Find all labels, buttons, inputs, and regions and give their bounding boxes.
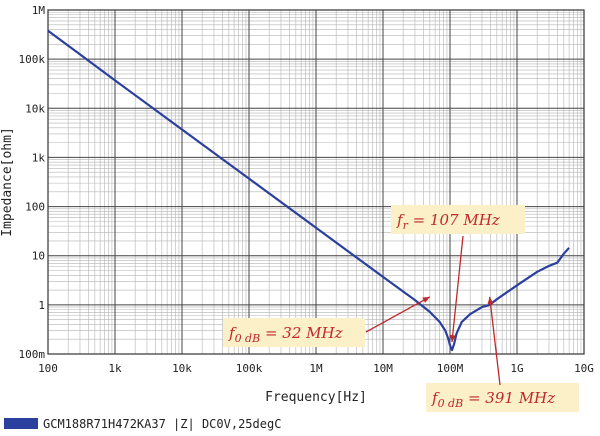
y-tick-label: 100k (19, 53, 46, 66)
impedance-series-line (47, 29, 570, 352)
x-tick-label: 1k (108, 362, 122, 375)
y-tick-label: 100m (19, 348, 46, 361)
annotation-arrow-line (451, 235, 464, 343)
x-tick-label: 100 (38, 362, 58, 375)
series-layer (47, 29, 570, 352)
annotation-layer: fr = 107 MHz f0 dB = 32 MHz f0 dB = 391 MH… (223, 205, 579, 412)
annotation-box (223, 318, 365, 347)
annotation-arrow-head (422, 296, 430, 303)
legend-label: GCM188R71H472KA37 |Z| DC0V,25degC (43, 417, 281, 431)
annotation-arrow-head (487, 296, 494, 305)
y-tick-label: 1k (32, 151, 46, 164)
x-tick-label: 1G (510, 362, 523, 375)
y-axis-title: Impedance[ohm] (0, 127, 15, 237)
y-tick-label: 10k (25, 102, 45, 115)
annotation-arrow-head (449, 334, 456, 343)
y-tick-label: 100 (25, 201, 45, 214)
x-tick-label: 100M (437, 362, 464, 375)
annotation-arrow-line (489, 296, 501, 386)
y-tick-label: 1M (32, 4, 46, 17)
annotation-box (391, 205, 525, 234)
annotation-arrow-line (365, 296, 431, 333)
x-tick-label: 10M (373, 362, 393, 375)
annotation-label: fr = 107 MHz (396, 211, 500, 232)
x-tick-label: 10k (172, 362, 192, 375)
y-tick-label: 10 (32, 250, 45, 263)
x-tick-label: 1M (309, 362, 323, 375)
annotation-box (426, 383, 579, 412)
y-tick-labels: 100m 1 10 100 1k 10k 100k 1M (19, 4, 46, 361)
x-tick-label: 100k (236, 362, 263, 375)
x-tick-label: 10G (574, 362, 594, 375)
x-axis-title: Frequency[Hz] (265, 390, 367, 405)
annotation-label: f0 dB = 391 MHz (431, 389, 555, 410)
annotation-label: f0 dB = 32 MHz (228, 324, 343, 345)
legend-swatch (4, 418, 38, 429)
y-tick-label: 1 (38, 299, 45, 312)
plot-frame (47, 9, 585, 355)
x-tick-labels: 100 1k 10k 100k 1M 10M 100M 1G 10G (38, 362, 594, 375)
